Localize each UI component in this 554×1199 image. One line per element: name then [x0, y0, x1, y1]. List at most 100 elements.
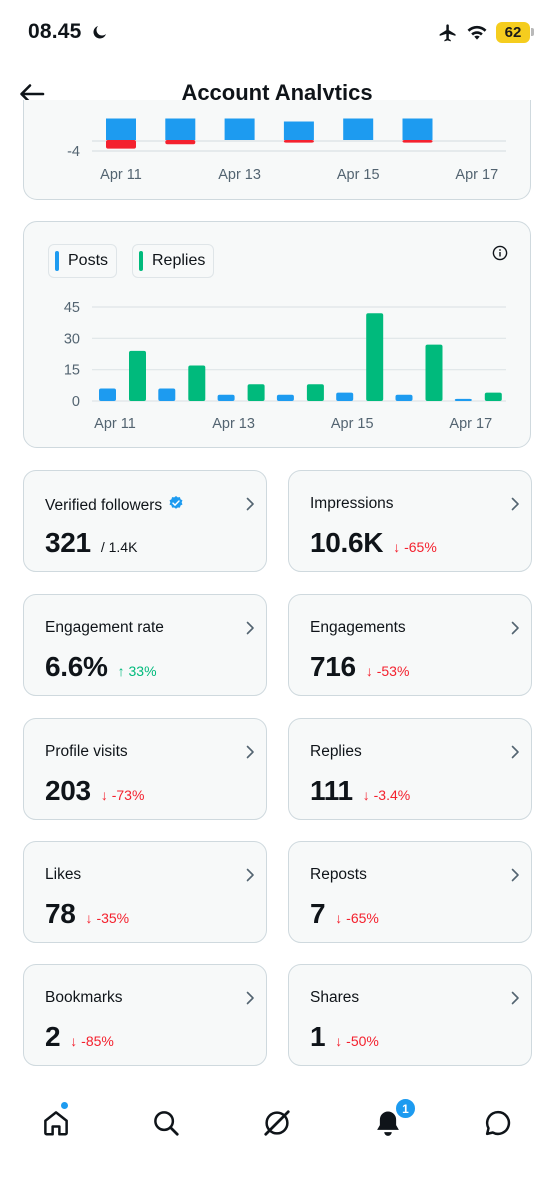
nav-home[interactable]: [36, 1103, 76, 1143]
stat-label-text: Engagement rate: [45, 619, 164, 636]
stat-label: Likes: [45, 866, 81, 884]
stat-value-row: 10.6K ↓ -65%: [310, 527, 437, 559]
stat-card-engagement-rate[interactable]: Engagement rate 6.6% ↑ 33%: [23, 594, 267, 696]
stat-delta: ↓ -73%: [101, 787, 145, 803]
bar-negative-top: [106, 140, 136, 149]
battery-tip: [531, 28, 534, 36]
stat-delta: ↓ -35%: [86, 910, 130, 926]
bar-negative-top: [402, 140, 433, 143]
stat-delta-value: -65%: [404, 539, 437, 555]
stat-delta-value: 33%: [128, 663, 157, 679]
stat-card-replies[interactable]: Replies 111 ↓ -3.4%: [288, 718, 532, 820]
stat-value: 78: [45, 898, 76, 929]
stat-card-bookmarks[interactable]: Bookmarks 2 ↓ -85%: [23, 964, 267, 1066]
stat-value: 6.6%: [45, 651, 108, 682]
stat-card-likes[interactable]: Likes 78 ↓ -35%: [23, 841, 267, 943]
chevron-right-icon: [245, 745, 255, 764]
stat-delta: ↓ -3.4%: [363, 787, 410, 803]
nav-messages[interactable]: [478, 1103, 518, 1143]
nav-grok[interactable]: [257, 1103, 297, 1143]
back-button[interactable]: [14, 78, 50, 110]
stat-card-impressions[interactable]: Impressions 10.6K ↓ -65%: [288, 470, 532, 572]
chevron-right-icon: [510, 745, 520, 764]
bar-posts-top: [106, 118, 136, 140]
chevron-right-icon: [510, 621, 520, 640]
bottom-nav: 1: [0, 1088, 554, 1158]
bar-posts: [217, 394, 235, 401]
stat-value: 1: [310, 1021, 326, 1052]
chevron-right-icon: [245, 868, 255, 887]
stat-label-text: Reposts: [310, 866, 367, 883]
posts-chart: -4 Apr 11 Apr 13 Apr 15 Apr 17: [67, 118, 506, 183]
legend-posts-label: Posts: [68, 252, 109, 269]
y-tick-label: 45: [64, 300, 80, 316]
arrow-down-icon: ↓: [335, 1033, 347, 1049]
arrow-down-icon: ↓: [393, 539, 405, 555]
bar-posts: [454, 398, 472, 401]
stat-value: 7: [310, 898, 326, 929]
stat-delta: ↓ -53%: [366, 663, 410, 679]
status-time: 08.45: [28, 20, 82, 43]
stat-label-text: Shares: [310, 989, 360, 1006]
legend-posts-chip[interactable]: Posts: [48, 244, 118, 278]
stat-value-row: 78 ↓ -35%: [45, 898, 129, 930]
stat-value-row: 6.6% ↑ 33%: [45, 651, 157, 683]
stat-label: Impressions: [310, 495, 394, 513]
stat-value: 10.6K: [310, 527, 384, 558]
stat-value: 716: [310, 651, 356, 682]
chevron-right-icon: [510, 991, 520, 1010]
stat-delta: ↓ -65%: [335, 910, 379, 926]
chevron-right-icon: [510, 868, 520, 887]
home-icon: [44, 1111, 68, 1136]
arrow-down-icon: ↓: [362, 787, 374, 803]
stat-secondary: / 1.4K: [100, 539, 138, 555]
legend-replies-chip[interactable]: Replies: [132, 244, 215, 278]
stat-value: 111: [310, 775, 353, 806]
stat-value-row: 7 ↓ -65%: [310, 898, 379, 930]
stat-delta-value: -35%: [96, 910, 130, 926]
stat-delta-value: -73%: [111, 787, 145, 803]
chevron-right-icon: [245, 497, 255, 516]
legend-replies-swatch: [139, 251, 143, 271]
info-icon[interactable]: [492, 245, 508, 266]
y-tick-label: 15: [64, 363, 80, 379]
arrow-up-icon: ↑: [117, 663, 129, 679]
bar-posts-top: [224, 118, 255, 140]
stat-label-text: Likes: [45, 866, 82, 883]
stat-label-text: Replies: [310, 743, 362, 760]
stat-value-row: 321 / 1.4K: [45, 527, 137, 559]
stat-card-verified-followers[interactable]: Verified followers 321 / 1.4K: [23, 470, 267, 572]
posts-replies-chart: 0 15 30 45 Apr 11 Apr 13 Apr 15 Apr 17: [64, 300, 506, 432]
stat-value: 203: [45, 775, 91, 806]
bar-posts: [276, 394, 294, 401]
x-tick-label: Apr 15: [331, 416, 374, 432]
arrow-down-icon: ↓: [335, 910, 347, 926]
stat-label-text: Impressions: [310, 495, 394, 512]
bar-posts-top: [343, 118, 374, 140]
arrow-down-icon: ↓: [85, 910, 97, 926]
bar-replies: [306, 384, 324, 401]
nav-notifications[interactable]: [368, 1103, 408, 1143]
stat-delta-value: -3.4%: [373, 787, 411, 803]
y-tick-label: 0: [72, 394, 80, 410]
stat-value-row: 2 ↓ -85%: [45, 1021, 114, 1053]
stat-card-engagements[interactable]: Engagements 716 ↓ -53%: [288, 594, 532, 696]
chevron-right-icon: [510, 497, 520, 516]
bar-posts-top: [165, 118, 196, 140]
stat-card-reposts[interactable]: Reposts 7 ↓ -65%: [288, 841, 532, 943]
stat-card-profile-visits[interactable]: Profile visits 203 ↓ -73%: [23, 718, 267, 820]
bar-posts-top: [283, 121, 314, 140]
bar-replies: [484, 392, 502, 401]
bar-negative-top: [165, 140, 196, 145]
posts-chart-card: -4 Apr 11 Apr 13 Apr 15 Apr 17: [23, 100, 531, 200]
bar-posts: [99, 388, 116, 401]
stat-label: Verified followers: [45, 495, 184, 516]
stat-card-shares[interactable]: Shares 1 ↓ -50%: [288, 964, 532, 1066]
bar-replies: [129, 350, 146, 401]
legend-posts-swatch: [55, 251, 59, 271]
nav-search[interactable]: [146, 1103, 186, 1143]
stat-label: Replies: [310, 743, 362, 761]
search-icon: [154, 1111, 179, 1136]
arrow-left-icon: [20, 84, 45, 104]
moon-icon: [91, 23, 109, 46]
